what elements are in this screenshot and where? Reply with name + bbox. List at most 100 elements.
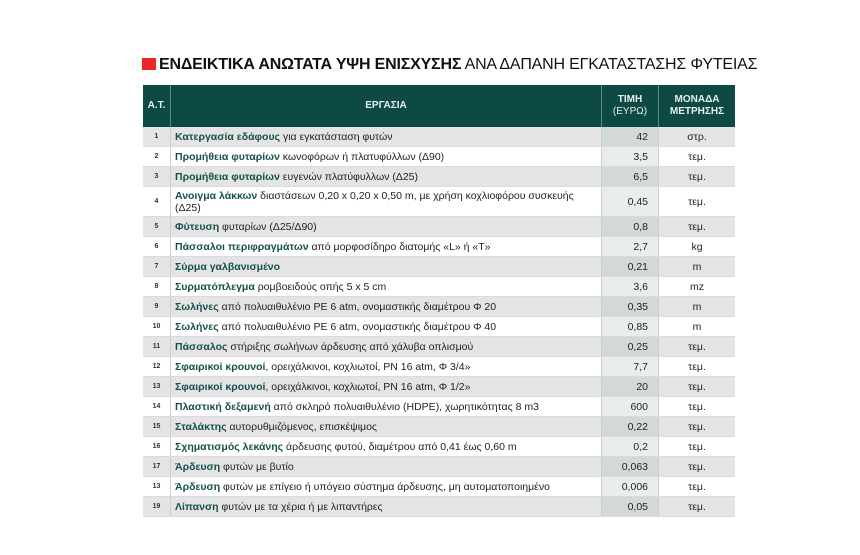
task-bold: Σωλήνες bbox=[175, 320, 219, 333]
table-header: Α.Τ. ΕΡΓΑΣΙΑ ΤΙΜΗ (ΕΥΡΩ) ΜΟΝΑΔΑ ΜΕΤΡΗΣΗΣ bbox=[143, 85, 735, 127]
task-rest: διαστάσεων 0,20 x 0,20 x 0,50 m, με χρήσ… bbox=[175, 189, 574, 214]
row-number: 12 bbox=[143, 356, 171, 377]
row-price: 2,7 bbox=[601, 236, 659, 257]
row-price: 0,063 bbox=[601, 456, 659, 477]
row-task: Σχηματισμός λεκάνης άρδευσης φυτού, διαμ… bbox=[170, 436, 602, 457]
row-price: 3,5 bbox=[601, 146, 659, 167]
row-unit: τεμ. bbox=[658, 476, 735, 497]
row-task: Προμήθεια φυταρίων ευγενών πλατύφυλλων (… bbox=[170, 166, 602, 187]
row-task: Σωλήνες από πολυαιθυλένιο PE 6 atm, ονομ… bbox=[170, 316, 602, 337]
row-unit: τεμ. bbox=[658, 146, 735, 167]
page-title: ΕΝΔΕΙΚΤΙΚΑ ΑΝΩΤΑΤΑ ΥΨΗ ΕΝΙΣΧΥΣΗΣ ΑΝΑ ΔΑΠ… bbox=[142, 56, 758, 74]
table-row: 13 Σφαιρικοί κρουνοί, ορειχάλκινοι, κοχλι… bbox=[143, 376, 735, 397]
task-rest: , ορειχάλκινοι, κοχλιωτοί, PN 16 atm, Φ … bbox=[265, 360, 471, 373]
row-price: 0,45 bbox=[601, 186, 659, 217]
row-unit: τεμ. bbox=[658, 436, 735, 457]
row-unit: m bbox=[658, 256, 735, 277]
row-price: 0,2 bbox=[601, 436, 659, 457]
task-bold: Σχηματισμός λεκάνης bbox=[175, 440, 284, 453]
row-price: 0,05 bbox=[601, 496, 659, 517]
task-rest: από πολυαιθυλένιο PE 6 atm, ονομαστικής … bbox=[218, 300, 497, 313]
task-bold: Προμήθεια φυταρίων bbox=[175, 150, 280, 163]
row-price: 0,22 bbox=[601, 416, 659, 437]
row-task: Σύρμα γαλβανισμένο bbox=[170, 256, 602, 277]
table-row: 11 Πάσσαλος στήριξης σωλήνων άρδευσης από… bbox=[143, 336, 735, 357]
row-task: Άρδευση φυτών με επίγειο ή υπόγειο σύστη… bbox=[170, 476, 602, 497]
row-number: 5 bbox=[143, 216, 171, 237]
row-price: 0,21 bbox=[601, 256, 659, 277]
row-unit: τεμ. bbox=[658, 186, 735, 217]
header-task: ΕΡΓΑΣΙΑ bbox=[170, 85, 602, 127]
task-bold: Σύρμα γαλβανισμένο bbox=[175, 260, 281, 273]
row-number: 11 bbox=[143, 336, 171, 357]
task-rest: φυτών με επίγειο ή υπόγειο σύστημα άρδευ… bbox=[220, 480, 550, 493]
table-row: 2 Προμήθεια φυταρίων κωνοφόρων ή πλατυφύλ… bbox=[143, 146, 735, 167]
row-unit: τεμ. bbox=[658, 456, 735, 477]
task-bold: Άρδευση bbox=[175, 480, 221, 493]
task-bold: Προμήθεια φυταρίων bbox=[175, 170, 280, 183]
header-price: ΤΙΜΗ (ΕΥΡΩ) bbox=[601, 85, 659, 127]
header-unit-line1: ΜΟΝΑΔΑ bbox=[674, 94, 720, 105]
task-rest: άρδευσης φυτού, διαμέτρου από 0,41 έως 0… bbox=[283, 440, 517, 453]
row-price: 0,85 bbox=[601, 316, 659, 337]
row-price: 0,35 bbox=[601, 296, 659, 317]
task-bold: Φύτευση bbox=[175, 220, 220, 233]
subsidy-table: Α.Τ. ΕΡΓΑΣΙΑ ΤΙΜΗ (ΕΥΡΩ) ΜΟΝΑΔΑ ΜΕΤΡΗΣΗΣ 1… bbox=[143, 85, 735, 517]
table-row: 1 Κατεργασία εδάφους για εγκατάσταση φυτώ… bbox=[143, 127, 735, 147]
task-bold: Πάσσαλοι περιφραγμάτων bbox=[175, 240, 309, 253]
red-square-icon bbox=[142, 58, 156, 70]
table-row: 19 Λίπανση φυτών με τα χέρια ή με λιπαντή… bbox=[143, 496, 735, 517]
row-task: Λίπανση φυτών με τα χέρια ή με λιπαντήρε… bbox=[170, 496, 602, 517]
task-bold: Σωλήνες bbox=[175, 300, 219, 313]
title-regular: ΑΝΑ ΔΑΠΑΝΗ ΕΓΚΑΤΑΣΤΑΣΗΣ ΦΥΤΕΙΑΣ bbox=[464, 56, 758, 73]
header-price-line1: ΤΙΜΗ bbox=[617, 94, 643, 105]
table-row: 8 Συρματόπλεγμα ρομβοειδούς οπής 5 x 5 cm… bbox=[143, 276, 735, 297]
task-bold: Πάσσαλος bbox=[175, 340, 228, 353]
task-bold: Ανοιγμα λάκκων bbox=[175, 189, 258, 202]
row-task: Άρδευση φυτών με βυτίο bbox=[170, 456, 602, 477]
row-unit: τεμ. bbox=[658, 356, 735, 377]
task-rest: στήριξης σωλήνων άρδευσης από χάλυβα οπλ… bbox=[227, 340, 474, 353]
row-number: 19 bbox=[143, 496, 171, 517]
row-task: Κατεργασία εδάφους για εγκατάσταση φυτών bbox=[170, 127, 602, 147]
table-row: 9 Σωλήνες από πολυαιθυλένιο PE 6 atm, ονο… bbox=[143, 296, 735, 317]
row-price: 0,8 bbox=[601, 216, 659, 237]
table-row: 16 Σχηματισμός λεκάνης άρδευσης φυτού, δι… bbox=[143, 436, 735, 457]
row-price: 0,006 bbox=[601, 476, 659, 497]
task-rest: φυτών με τα χέρια ή με λιπαντήρες bbox=[218, 500, 383, 513]
row-number: 4 bbox=[143, 186, 171, 217]
row-number: 8 bbox=[143, 276, 171, 297]
row-price: 3,6 bbox=[601, 276, 659, 297]
row-unit: τεμ. bbox=[658, 376, 735, 397]
table-row: 5 Φύτευση φυταρίων (Δ25/Δ90) 0,8 τεμ. bbox=[143, 216, 735, 237]
table-row: 12 Σφαιρικοί κρουνοί, ορειχάλκινοι, κοχλι… bbox=[143, 356, 735, 377]
row-task: Πάσσαλοι περιφραγμάτων από μορφοσίδηρο δ… bbox=[170, 236, 602, 257]
header-unit: ΜΟΝΑΔΑ ΜΕΤΡΗΣΗΣ bbox=[658, 85, 735, 127]
row-unit: m bbox=[658, 296, 735, 317]
task-bold: Συρματόπλεγμα bbox=[175, 280, 255, 293]
row-number: 1 bbox=[143, 127, 171, 147]
row-unit: στρ. bbox=[658, 127, 735, 147]
table-row: 6 Πάσσαλοι περιφραγμάτων από μορφοσίδηρο … bbox=[143, 236, 735, 257]
task-rest: ρομβοειδούς οπής 5 x 5 cm bbox=[254, 280, 387, 293]
table-row: 14 Πλαστική δεξαμενή από σκληρό πολυαιθυλ… bbox=[143, 396, 735, 417]
task-rest: αυτορυθμιζόμενος, επισκέψιμος bbox=[226, 420, 377, 433]
header-unit-line2: ΜΕΤΡΗΣΗΣ bbox=[669, 106, 725, 117]
row-task: Σφαιρικοί κρουνοί, ορειχάλκινοι, κοχλιωτ… bbox=[170, 376, 602, 397]
row-task: Πλαστική δεξαμενή από σκληρό πολυαιθυλέν… bbox=[170, 396, 602, 417]
task-bold: Λίπανση bbox=[175, 500, 219, 513]
row-number: 13 bbox=[143, 376, 171, 397]
row-task: Φύτευση φυταρίων (Δ25/Δ90) bbox=[170, 216, 602, 237]
header-at: Α.Τ. bbox=[143, 85, 171, 127]
row-number: 3 bbox=[143, 166, 171, 187]
row-number: 13 bbox=[143, 476, 171, 497]
row-task: Ανοιγμα λάκκων διαστάσεων 0,20 x 0,20 x … bbox=[170, 186, 602, 217]
task-rest: ευγενών πλατύφυλλων (Δ25) bbox=[279, 170, 419, 183]
row-unit: mz bbox=[658, 276, 735, 297]
row-price: 0,25 bbox=[601, 336, 659, 357]
task-rest: κωνοφόρων ή πλατυφύλλων (Δ90) bbox=[279, 150, 445, 163]
row-number: 14 bbox=[143, 396, 171, 417]
row-unit: kg bbox=[658, 236, 735, 257]
task-bold: Σταλάκτης bbox=[175, 420, 227, 433]
task-bold: Κατεργασία εδάφους bbox=[175, 130, 281, 143]
